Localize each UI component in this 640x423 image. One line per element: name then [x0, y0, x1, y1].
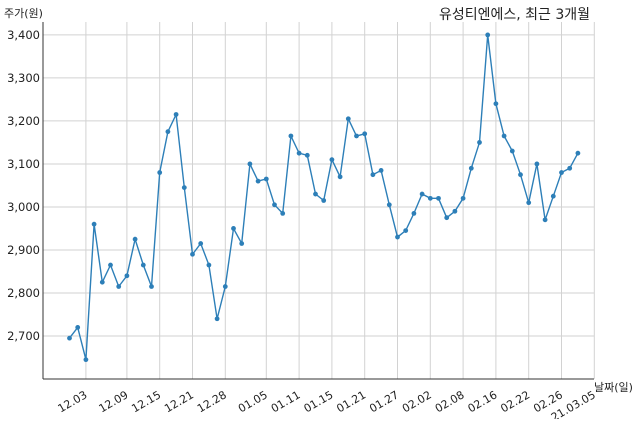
data-point [378, 167, 384, 173]
y-tick-label: 3,200 [7, 114, 40, 128]
data-point [214, 316, 220, 322]
data-point [108, 262, 113, 268]
x-tick-label: 02.02 [400, 388, 434, 415]
y-tick-label: 3,300 [7, 71, 40, 85]
data-point [542, 217, 548, 223]
data-point [436, 195, 441, 201]
series-line [68, 34, 579, 360]
data-point [559, 170, 564, 175]
data-point [247, 161, 253, 167]
data-point [460, 195, 466, 201]
data-point [501, 133, 507, 139]
data-point [370, 172, 376, 178]
x-tick-label: 02.16 [466, 388, 500, 415]
data-point [493, 101, 499, 107]
x-tick-label: 01.27 [367, 388, 401, 415]
data-point [452, 208, 458, 214]
data-point [231, 226, 236, 231]
grid-lines [43, 22, 595, 379]
x-tick-label: 01.05 [236, 388, 270, 415]
y-tick-label: 3,000 [7, 200, 40, 214]
y-tick-label: 2,700 [7, 329, 40, 343]
data-point [296, 150, 302, 156]
data-point [337, 174, 343, 180]
data-point [206, 262, 212, 268]
data-point [149, 284, 154, 289]
data-point [304, 152, 310, 158]
y-tick-label: 2,900 [7, 243, 40, 257]
data-point [124, 273, 130, 279]
data-point [411, 211, 417, 216]
data-point [239, 241, 245, 246]
x-tick-label: 12.21 [162, 388, 196, 415]
x-tick-label: 02.22 [498, 388, 532, 415]
axes: 2,700 2,800 2,900 3,000 3,100 3,200 3,300 3,400… [7, 22, 598, 423]
data-point [526, 200, 532, 206]
data-point [329, 157, 335, 163]
data-point [116, 284, 122, 289]
x-tick-label: 12.03 [56, 388, 90, 415]
data-point [255, 178, 261, 184]
data-point [468, 165, 474, 171]
data-point [419, 191, 425, 197]
data-point [190, 251, 195, 257]
data-point [567, 165, 573, 171]
data-point [165, 129, 171, 135]
data-point [157, 170, 163, 175]
x-axis-title: 날짜(일) [594, 380, 633, 394]
data-point [313, 191, 318, 197]
x-tick-label: 01.21 [334, 388, 368, 415]
data-point [345, 116, 351, 122]
data-point [518, 172, 523, 178]
data-point [534, 161, 540, 167]
y-axis-title: 주가(원) [4, 7, 43, 20]
data-point [354, 133, 359, 139]
x-tick-label: 12.09 [97, 388, 131, 415]
data-point [550, 193, 556, 199]
data-point [132, 236, 138, 242]
data-point [67, 335, 72, 341]
data-point [477, 140, 482, 145]
price-series [67, 32, 581, 363]
data-point [263, 176, 269, 182]
data-point [395, 234, 400, 240]
y-tick-label: 3,400 [7, 28, 40, 42]
data-point [386, 202, 392, 208]
chart-title: 유성티엔에스, 최근 3개월 [439, 7, 590, 23]
x-tick-label: 12.15 [129, 388, 163, 415]
data-point [321, 198, 327, 203]
x-tick-label: 01.15 [302, 388, 336, 415]
data-point [509, 148, 515, 154]
data-point [140, 262, 146, 268]
data-point [427, 195, 433, 201]
data-point [173, 112, 179, 117]
x-tick-label: 02.08 [433, 388, 467, 415]
data-point [83, 357, 89, 363]
data-point [362, 131, 368, 137]
x-tick-label: 12.28 [195, 388, 229, 415]
data-point [222, 284, 228, 289]
data-point [198, 241, 204, 246]
x-tick-label: 01.11 [269, 388, 303, 415]
data-point [444, 215, 450, 221]
data-point [75, 324, 81, 330]
data-point [288, 133, 294, 139]
data-point [181, 185, 187, 190]
data-point [91, 221, 97, 227]
data-point [575, 150, 581, 156]
y-tick-label: 2,800 [7, 286, 40, 300]
y-tick-label: 3,100 [7, 157, 40, 171]
data-point [99, 279, 105, 285]
data-point [280, 211, 286, 216]
data-point [272, 202, 277, 208]
data-point [485, 32, 491, 38]
data-point [403, 228, 409, 234]
